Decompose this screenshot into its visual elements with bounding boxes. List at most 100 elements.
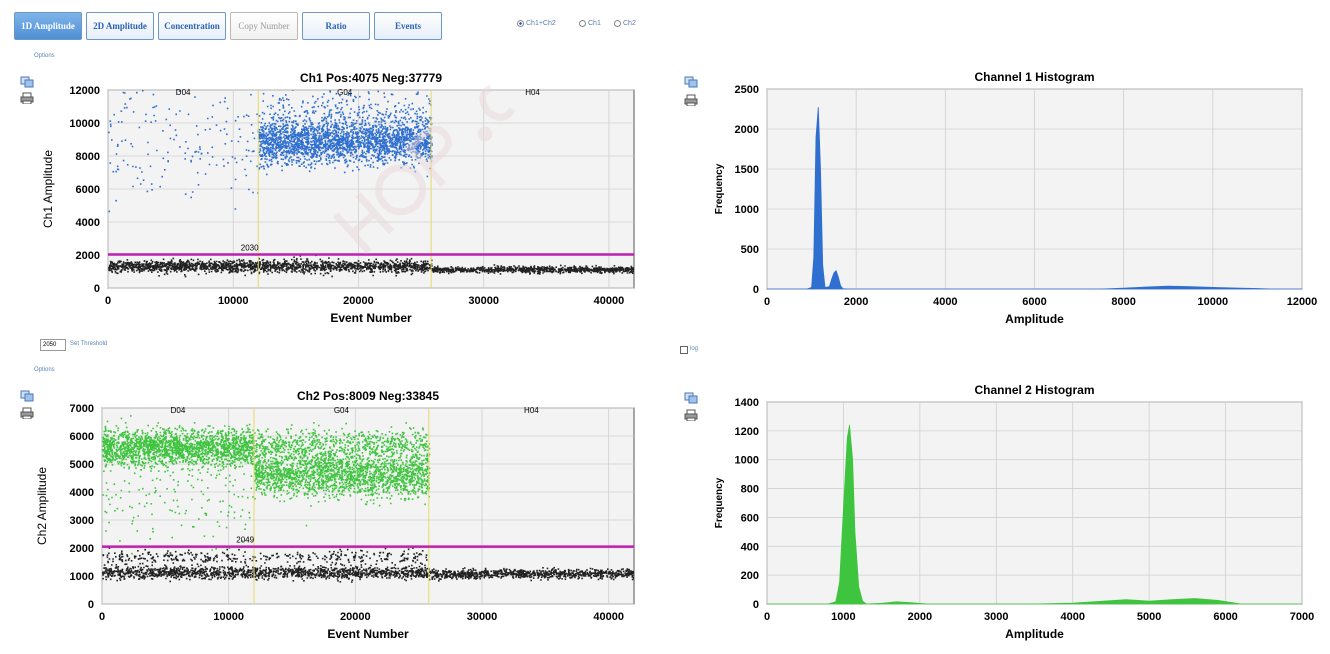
copy-icon[interactable] xyxy=(684,76,698,88)
y-tick-label: 0 xyxy=(753,284,759,296)
cluster-negative xyxy=(102,560,431,583)
y-tick-label: 0 xyxy=(88,599,94,611)
tab-1d-amplitude[interactable]: 1D Amplitude xyxy=(14,12,82,40)
y-tick-label: 10000 xyxy=(69,118,100,130)
y-tick-label: 200 xyxy=(741,570,759,582)
radio-dot-icon xyxy=(579,20,586,27)
radio-ch2[interactable]: Ch2 xyxy=(614,20,636,27)
copy-icon[interactable] xyxy=(20,390,34,402)
cluster-negative xyxy=(428,566,634,582)
x-tick-label: 0 xyxy=(99,611,105,623)
y-axis-label: Ch2 Amplitude xyxy=(35,467,49,545)
histogram-area xyxy=(766,424,1303,605)
y-tick-label: 400 xyxy=(741,541,759,553)
x-tick-label: 4000 xyxy=(1060,611,1084,623)
y-tick-label: 1200 xyxy=(735,426,759,438)
y-tick-label: 6000 xyxy=(70,431,94,443)
x-tick-label: 2000 xyxy=(844,296,868,308)
tab-2d-amplitude[interactable]: 2D Amplitude xyxy=(86,12,154,40)
options-link-top[interactable]: Options xyxy=(34,53,55,59)
y-tick-label: 4000 xyxy=(70,487,94,499)
x-tick-label: 40000 xyxy=(594,295,625,307)
x-tick-label: 10000 xyxy=(218,295,249,307)
well-label: H04 xyxy=(525,88,540,97)
options-link-bottom[interactable]: Options xyxy=(34,367,55,373)
print-icon[interactable] xyxy=(684,94,698,106)
x-tick-label: 30000 xyxy=(467,611,498,623)
radio-ch1[interactable]: Ch1 xyxy=(579,20,601,27)
well-label: H04 xyxy=(524,406,539,415)
cluster-positive xyxy=(102,415,256,480)
y-tick-label: 2500 xyxy=(735,84,759,96)
chart-title: Channel 1 Histogram xyxy=(974,70,1094,84)
chart-title: Ch2 Pos:8009 Neg:33845 xyxy=(297,389,439,403)
log-checkbox[interactable] xyxy=(680,346,688,354)
well-label: D04 xyxy=(171,406,186,415)
cluster-positive xyxy=(258,102,433,178)
chart-title: Ch1 Pos:4075 Neg:37779 xyxy=(300,71,442,85)
y-tick-label: 600 xyxy=(741,512,759,524)
y-tick-label: 8000 xyxy=(76,151,100,163)
tab-copy-number[interactable]: Copy Number xyxy=(230,12,298,40)
y-tick-label: 5000 xyxy=(70,459,94,471)
chart-3: 0 1000 2000 3000 4000 5000 6000 7000 0 10000 20000… xyxy=(35,389,635,641)
y-tick-label: 6000 xyxy=(76,184,100,196)
x-tick-label: 3000 xyxy=(984,611,1008,623)
print-icon[interactable] xyxy=(684,409,698,421)
set-threshold-link[interactable]: Set Threshold xyxy=(70,341,108,347)
x-tick-label: 20000 xyxy=(340,611,371,623)
points-layer xyxy=(108,90,634,278)
y-tick-label: 1000 xyxy=(735,455,759,467)
y-axis-label: Frequency xyxy=(714,477,725,528)
x-tick-label: 6000 xyxy=(1213,611,1237,623)
x-tick-label: 6000 xyxy=(1022,296,1046,308)
copy-icon[interactable] xyxy=(684,392,698,404)
well-label: D04 xyxy=(176,88,191,97)
log-checkbox-label: log xyxy=(690,346,699,352)
radio-label: Ch1 xyxy=(588,20,601,27)
copy-icon[interactable] xyxy=(20,76,34,88)
y-tick-label: 3000 xyxy=(70,515,94,527)
cluster-negative xyxy=(108,254,433,278)
tab-concentration[interactable]: Concentration xyxy=(158,12,226,40)
y-axis-label: Ch1 Amplitude xyxy=(41,150,55,228)
chart-title: Channel 2 Histogram xyxy=(974,383,1094,397)
print-icon[interactable] xyxy=(20,92,34,104)
y-tick-label: 500 xyxy=(741,244,759,256)
points-layer xyxy=(102,415,634,583)
radio-dot-icon xyxy=(517,20,524,27)
y-tick-label: 2000 xyxy=(76,250,100,262)
x-axis-label: Event Number xyxy=(330,311,412,325)
threshold-label: 2049 xyxy=(236,536,254,545)
y-tick-label: 1500 xyxy=(735,164,759,176)
y-tick-label: 1400 xyxy=(735,397,759,409)
tab-events[interactable]: Events xyxy=(374,12,442,40)
x-tick-label: 0 xyxy=(105,295,111,307)
y-axis-label: Frequency xyxy=(714,163,725,214)
y-tick-label: 4000 xyxy=(76,217,100,229)
y-tick-label: 12000 xyxy=(69,85,100,97)
cluster-positive xyxy=(108,90,260,213)
print-icon[interactable] xyxy=(20,407,34,419)
chart-4: 0 200 400 600 800 1000 1200 1400 0 1000 2000 3000 40… xyxy=(714,383,1314,641)
radio-ch1-ch2[interactable]: Ch1+Ch2 xyxy=(517,20,556,27)
x-tick-label: 4000 xyxy=(933,296,957,308)
x-axis-label: Amplitude xyxy=(1005,312,1064,326)
y-tick-label: 800 xyxy=(741,484,759,496)
x-axis-label: Event Number xyxy=(327,627,409,641)
tab-ratio[interactable]: Ratio xyxy=(302,12,370,40)
x-tick-label: 1000 xyxy=(831,611,855,623)
chart-1: 0 2000 4000 6000 8000 10000 12000 0 10000 20000 30… xyxy=(41,71,635,325)
radio-label: Ch1+Ch2 xyxy=(526,20,556,27)
x-tick-label: 30000 xyxy=(468,295,499,307)
x-tick-label: 2000 xyxy=(908,611,932,623)
threshold-input[interactable]: 2050 xyxy=(40,339,66,351)
well-label: G04 xyxy=(337,88,353,97)
y-tick-label: 1000 xyxy=(735,204,759,216)
radio-label: Ch2 xyxy=(623,20,636,27)
y-tick-label: 0 xyxy=(94,283,100,295)
cluster-positive xyxy=(254,428,431,527)
x-tick-label: 7000 xyxy=(1290,611,1314,623)
x-tick-label: 12000 xyxy=(1287,296,1318,308)
